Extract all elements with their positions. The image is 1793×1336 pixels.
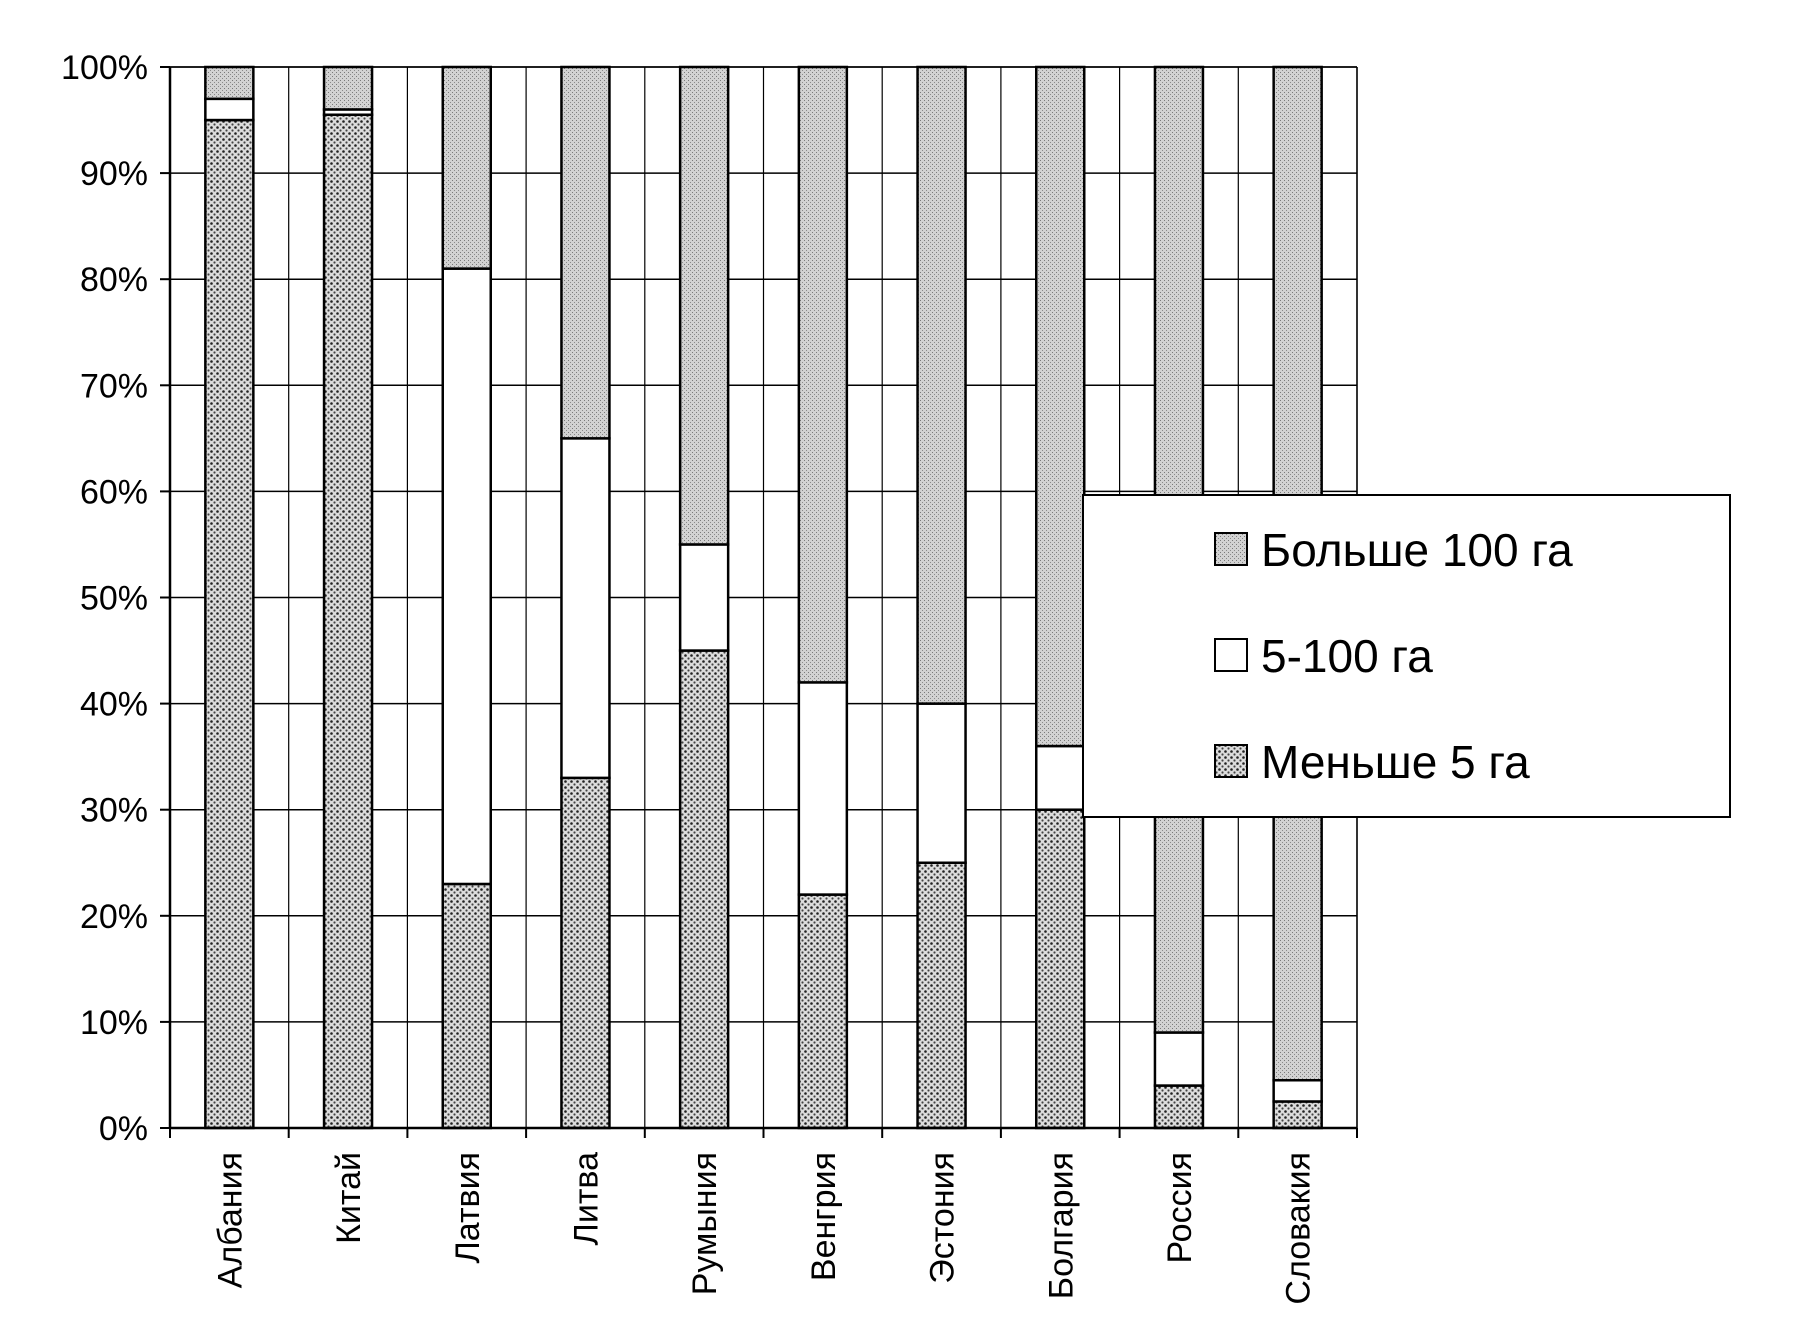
category-label: Латвия [449, 1152, 487, 1264]
bar-6-series-3 [797, 65, 849, 684]
bar-7-series-1 [916, 861, 967, 1130]
bar-5-series-2 [678, 543, 730, 652]
legend-swatch-3 [1214, 744, 1248, 778]
bar-2-series-1 [322, 113, 374, 1130]
category-label: Китай [330, 1152, 368, 1244]
y-tick-labels: 0% 10% 20% 30% 40% 50% 60% 70% 80% 90% 100% [61, 49, 148, 1148]
y-tick-label: 40% [80, 686, 148, 724]
bar-4-series-2 [560, 437, 611, 780]
category-label: Эстония [924, 1152, 962, 1284]
y-tick-label: 20% [80, 898, 148, 936]
category-label: Венгрия [805, 1152, 843, 1281]
category-label: Словакия [1280, 1152, 1318, 1305]
legend-label: Больше 100 га [1261, 524, 1573, 576]
bar-5-series-3 [678, 65, 730, 546]
bar-8-series-1 [1035, 808, 1086, 1130]
bar-6-series-2 [797, 681, 849, 896]
bar-3-series-1 [441, 882, 492, 1130]
bar-3-series-2 [441, 267, 492, 886]
bar-7-series-3 [916, 65, 967, 705]
bar-8-series-2 [1035, 744, 1086, 811]
legend-swatch-1 [1214, 532, 1248, 566]
bar-9-series-2 [1153, 1031, 1205, 1087]
x-category-labels: Албания Китай Латвия Литва Румыния Венгрия Эст… [211, 1152, 1317, 1305]
legend-box [1082, 494, 1731, 818]
bar-7-series-2 [916, 702, 967, 864]
y-tick-label: 30% [80, 792, 148, 830]
bar-9-series-1 [1153, 1084, 1205, 1130]
bar-4-series-1 [560, 776, 611, 1130]
y-tick-label: 70% [80, 367, 148, 405]
category-label: Румыния [686, 1152, 724, 1295]
bar-3-series-3 [441, 65, 492, 270]
bar-8-series-3 [1035, 65, 1086, 748]
legend-label: Меньше 5 га [1261, 736, 1530, 788]
y-tick-label: 80% [80, 261, 148, 299]
bar-6-series-1 [797, 893, 849, 1130]
bar-2-series-3 [322, 65, 374, 111]
y-tick-label: 10% [80, 1004, 148, 1042]
bars [204, 65, 1323, 1130]
category-label: Болгария [1042, 1152, 1080, 1299]
category-label: Россия [1161, 1152, 1199, 1264]
bar-1-series-3 [204, 65, 255, 101]
legend: Больше 100 га 5-100 га Меньше 5 га [1082, 494, 1731, 818]
bar-1-series-2 [204, 97, 255, 122]
category-label: Албания [211, 1152, 249, 1288]
bar-4-series-3 [560, 65, 611, 440]
legend-swatch-2 [1214, 638, 1248, 672]
bar-1-series-1 [204, 118, 255, 1130]
bar-5-series-1 [678, 649, 730, 1130]
y-tick-label: 60% [80, 473, 148, 511]
category-label: Литва [567, 1152, 605, 1246]
y-tick-label: 90% [80, 155, 148, 193]
y-tick-label: 100% [61, 49, 148, 87]
bar-10-series-2 [1272, 1079, 1323, 1103]
legend-label: 5-100 га [1261, 630, 1433, 682]
y-tick-label: 0% [99, 1110, 148, 1148]
y-tick-label: 50% [80, 580, 148, 618]
bar-10-series-1 [1272, 1100, 1323, 1130]
